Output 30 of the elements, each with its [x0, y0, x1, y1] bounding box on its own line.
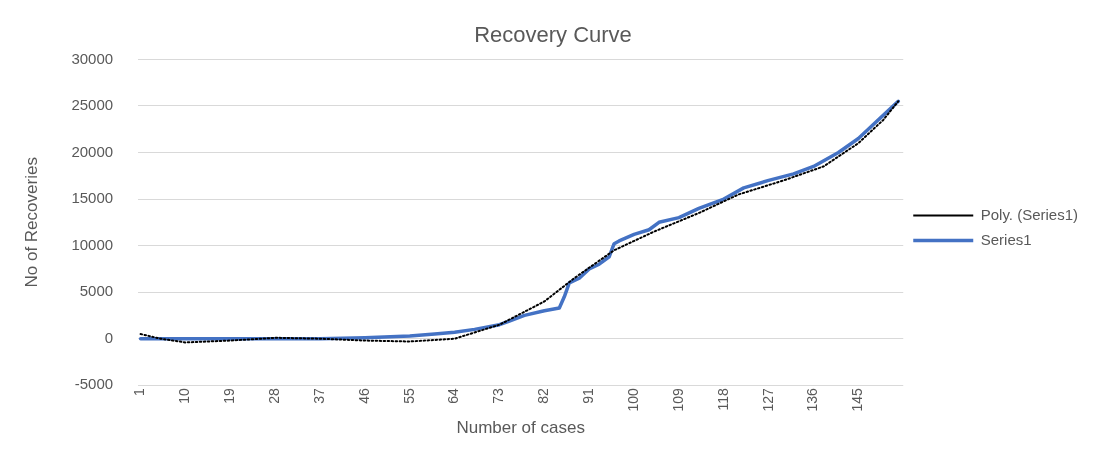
x-tick-label: 19: [221, 388, 238, 404]
x-tick-label: 73: [490, 388, 507, 404]
x-tick-label: 1: [131, 388, 148, 397]
x-tick-label: 109: [669, 388, 686, 412]
x-tick-label: 55: [400, 388, 417, 404]
x-tick-label: 46: [355, 388, 372, 404]
x-tick-label: 127: [759, 388, 776, 412]
x-tick-label: 82: [535, 388, 552, 404]
y-tick-label: 0: [104, 328, 114, 346]
x-tick-label: 136: [804, 388, 821, 412]
y-tick-label: 20000: [71, 142, 114, 160]
legend-label: Poly. (Series1): [980, 205, 1079, 223]
x-tick-label: 28: [266, 388, 283, 404]
x-tick-label: 118: [714, 388, 731, 411]
y-axis-title: No of Recoveries: [21, 157, 41, 288]
y-tick-label: 30000: [71, 49, 114, 67]
x-tick-label: 100: [624, 388, 641, 412]
x-tick-label: 10: [176, 388, 193, 404]
x-axis-title: Number of cases: [456, 418, 585, 438]
y-tick-label: 25000: [71, 96, 114, 114]
y-tick-label: 5000: [79, 282, 114, 300]
y-tick-label: -5000: [74, 375, 114, 393]
chart-title: Recovery Curve: [474, 22, 632, 48]
legend-label: Series1: [980, 230, 1032, 248]
x-tick-label: 145: [849, 388, 866, 412]
x-tick-label: 91: [580, 388, 597, 404]
x-tick-label: 64: [445, 388, 462, 404]
y-tick-label: 15000: [71, 189, 114, 207]
x-tick-label: 37: [310, 388, 327, 404]
y-tick-label: 10000: [71, 235, 114, 253]
